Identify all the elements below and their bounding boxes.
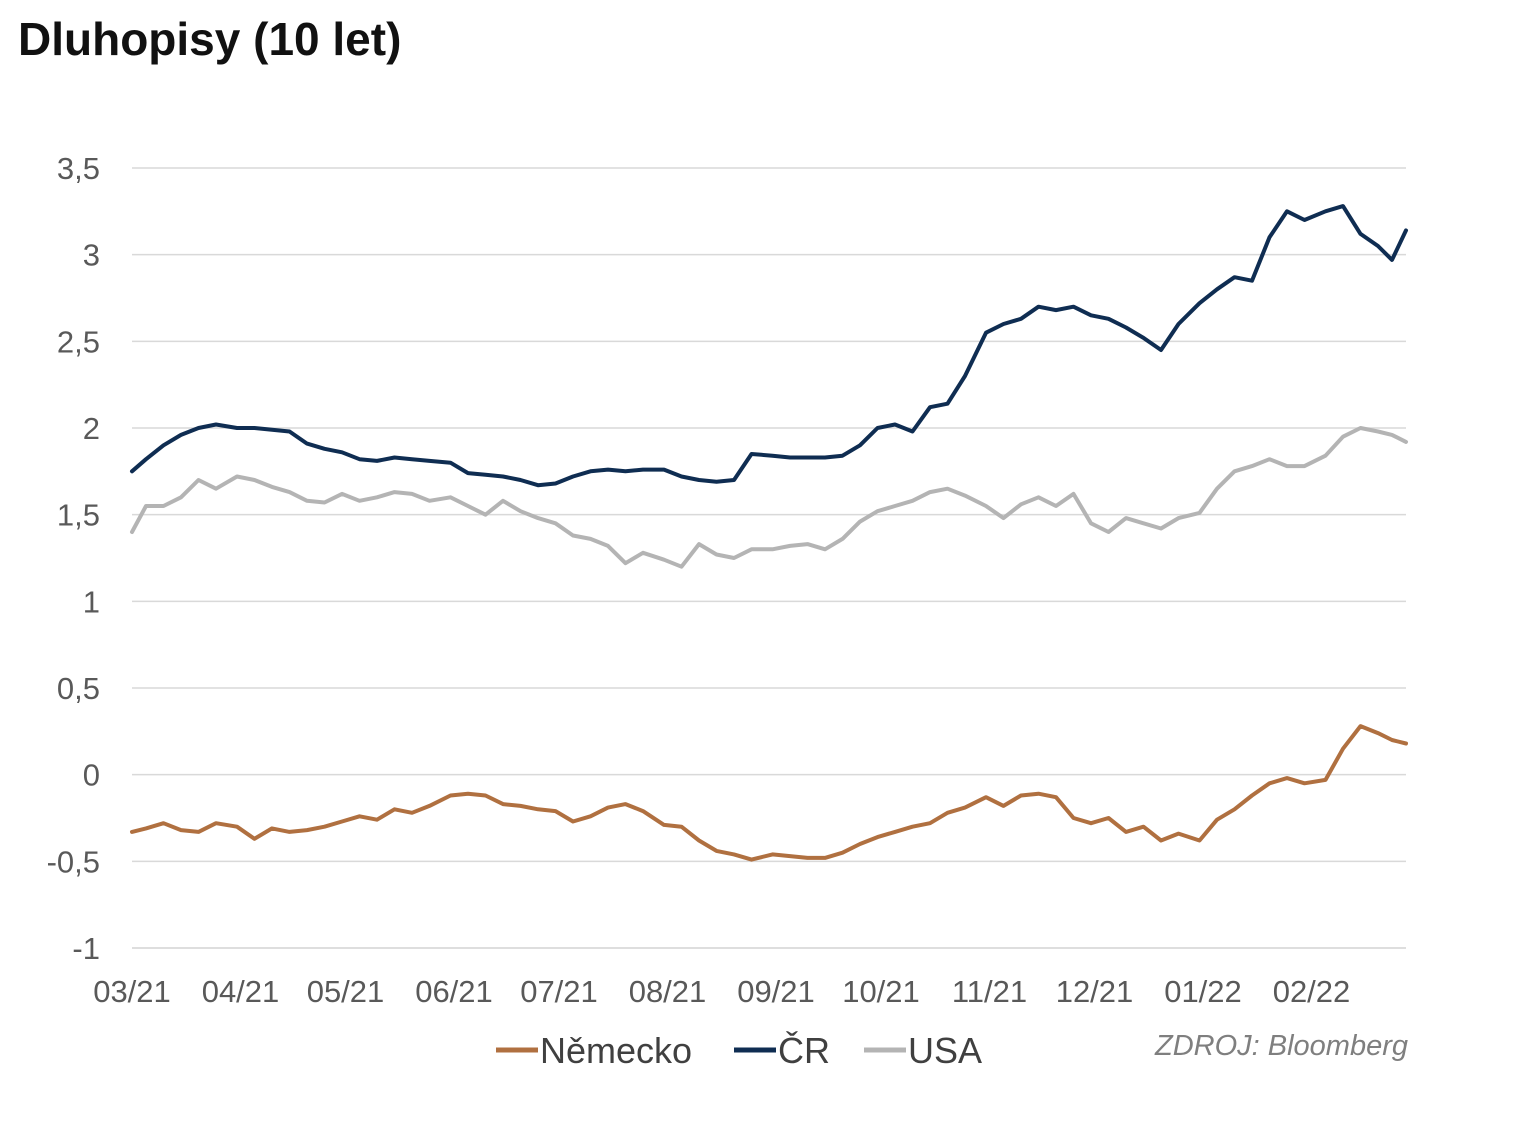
y-tick-label: 0 [83,758,100,793]
x-tick-label: 02/22 [1273,974,1351,1009]
x-tick-label: 05/21 [307,974,385,1009]
series-line [130,204,1408,488]
x-tick-label: 11/21 [952,974,1027,1009]
axes: 3,5 3 2,5 2 1,5 1 0,5 0 -0,5 -1 03/21 04/21 05/21 06/… [47,151,1406,1009]
x-tick-label: 01/22 [1164,974,1242,1009]
legend-label: ČR [778,1030,830,1071]
y-tick-label: 2 [83,411,100,446]
y-tick-label: 1 [83,584,100,619]
source-label: ZDROJ: Bloomberg [1154,1030,1408,1062]
series-line [130,426,1408,569]
legend-label: Německo [540,1030,692,1071]
x-tick-label: 03/21 [93,974,171,1009]
y-tick-label: 1,5 [57,498,100,533]
chart-title: Dluhopisy (10 let) [18,13,402,65]
y-tick-label: 0,5 [57,671,100,706]
y-tick-label: 2,5 [57,324,100,359]
y-tick-label: -1 [72,931,100,966]
y-tick-label: 3,5 [57,151,100,186]
gridlines [132,167,1406,949]
x-tick-label: 12/21 [1056,974,1134,1009]
x-tick-label: 04/21 [202,974,280,1009]
y-tick-label: 3 [83,238,100,273]
legend: Německo ČR USA [496,1030,982,1071]
x-tick-label: 07/21 [520,974,598,1009]
series-line [130,724,1408,862]
legend-label: USA [908,1030,982,1071]
series-lines [130,204,1408,862]
x-tick-label: 08/21 [629,974,707,1009]
y-tick-label: -0,5 [47,844,100,879]
x-tick-label: 09/21 [737,974,815,1009]
x-tick-label: 06/21 [415,974,493,1009]
x-tick-label: 10/21 [842,974,920,1009]
